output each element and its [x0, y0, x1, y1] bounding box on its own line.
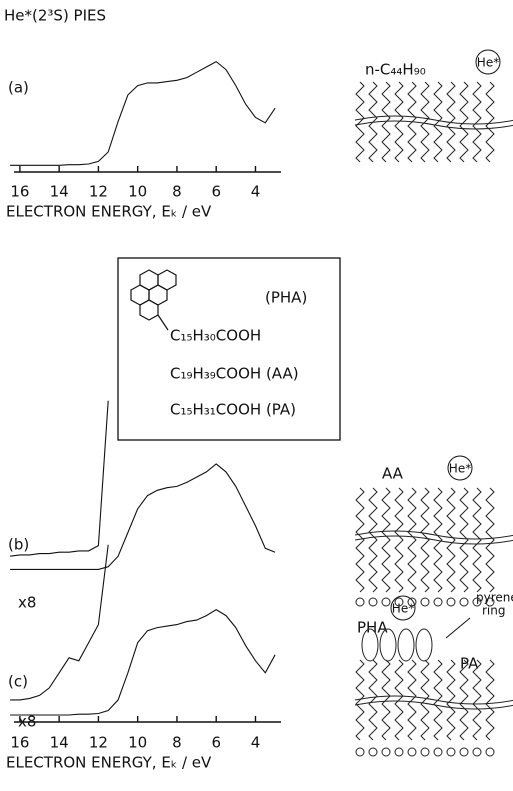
alkyl-chain: [382, 660, 390, 740]
head-group: [356, 598, 364, 606]
alkyl-chain: [473, 488, 481, 592]
inset-text: C₁₉H₃₉COOH (AA): [170, 365, 299, 383]
head-group: [421, 748, 429, 756]
head-group: [434, 748, 442, 756]
head-group: [395, 748, 403, 756]
alkyl-chain: [408, 488, 416, 592]
diagram-label: pyrene: [476, 591, 513, 605]
diagram-label: He*: [449, 462, 471, 476]
x-tick-label: 10: [128, 734, 147, 752]
x-tick-label: 4: [251, 734, 261, 752]
diagram-label: PHA: [357, 619, 388, 637]
panel-label: (a): [8, 79, 29, 97]
alkyl-chain: [395, 660, 403, 740]
substrate: [355, 536, 513, 544]
diagram-label: He*: [477, 56, 499, 70]
head-group: [382, 748, 390, 756]
figure: He*(2³S) PIES (PHA) C₁₅H₃₀COOH C₁₉H₃₉COO…: [0, 0, 513, 791]
head-group: [460, 598, 468, 606]
alkyl-chain: [473, 82, 481, 162]
pointer-arrow: [446, 618, 470, 638]
x-tick-label: 10: [128, 183, 147, 201]
alkyl-chain: [447, 660, 455, 740]
head-group: [369, 748, 377, 756]
spectrum-line: [10, 401, 108, 557]
diagram-label: AA: [382, 465, 404, 483]
spectrum-line: [10, 610, 275, 715]
x-tick-label: 14: [50, 183, 69, 201]
alkyl-chain: [421, 82, 429, 162]
pyrene-ring: [398, 629, 414, 661]
inset-text: C₁₅H₃₀COOH: [170, 327, 261, 345]
spectrum-line: [10, 62, 275, 166]
head-group: [421, 598, 429, 606]
alkyl-chain: [486, 660, 494, 740]
pyrene-ring: [416, 629, 432, 661]
head-group: [473, 748, 481, 756]
inset-text: C₁₅H₃₁COOH (PA): [170, 401, 296, 419]
x-tick-label: 16: [10, 734, 29, 752]
diagram-label: n-C₄₄H₉₀: [365, 61, 426, 79]
x-tick-label: 6: [211, 734, 221, 752]
alkyl-chain: [356, 82, 364, 162]
alkyl-chain: [460, 82, 468, 162]
panel-label: (c): [8, 673, 28, 691]
alkyl-chain: [382, 488, 390, 592]
alkyl-chain: [486, 488, 494, 592]
head-group: [447, 748, 455, 756]
alkyl-chain: [369, 660, 377, 740]
head-group: [486, 748, 494, 756]
x-axis-label: ELECTRON ENERGY, Eₖ / eV: [6, 203, 212, 221]
head-group: [356, 748, 364, 756]
diagram-label: ring: [482, 604, 506, 618]
head-group: [434, 598, 442, 606]
x-tick-label: 4: [251, 183, 261, 201]
alkyl-chain: [460, 488, 468, 592]
alkyl-chain: [421, 488, 429, 592]
pyrene-ring: [380, 629, 396, 661]
x-tick-label: 8: [172, 734, 182, 752]
alkyl-chain: [434, 82, 442, 162]
alkyl-chain: [382, 82, 390, 162]
head-group: [408, 748, 416, 756]
x-axis-label: ELECTRON ENERGY, Eₖ / eV: [6, 754, 212, 772]
x-tick-label: 12: [89, 183, 108, 201]
head-group: [369, 598, 377, 606]
alkyl-chain: [486, 82, 494, 162]
x-tick-label: 16: [10, 183, 29, 201]
head-group: [460, 748, 468, 756]
head-group: [382, 598, 390, 606]
figure-title: He*(2³S) PIES: [4, 7, 106, 25]
series-label: x8: [18, 594, 36, 612]
alkyl-chain: [447, 488, 455, 592]
alkyl-chain: [369, 488, 377, 592]
alkyl-chain: [395, 82, 403, 162]
x-tick-label: 8: [172, 183, 182, 201]
inset-text: (PHA): [265, 289, 307, 307]
panel-label: (b): [8, 536, 29, 554]
x-tick-label: 6: [211, 183, 221, 201]
x-tick-label: 12: [89, 734, 108, 752]
alkyl-chain: [408, 660, 416, 740]
alkyl-chain: [395, 488, 403, 592]
alkyl-chain: [421, 660, 429, 740]
x-tick-label: 14: [50, 734, 69, 752]
head-group: [447, 598, 455, 606]
pyrene-icon: [131, 270, 176, 330]
